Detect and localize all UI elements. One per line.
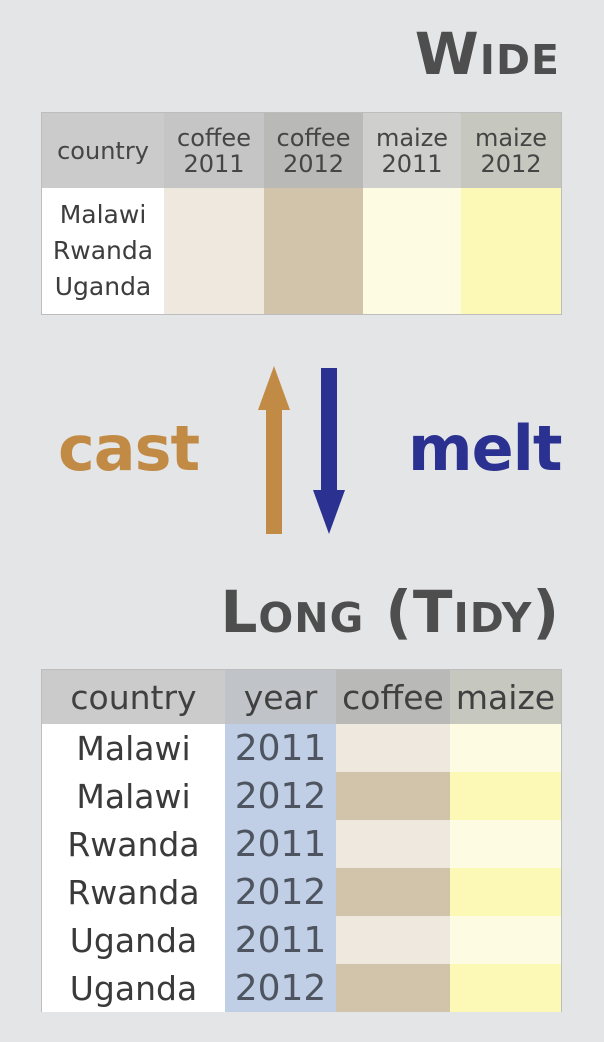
melt-arrow-down-icon	[313, 368, 345, 534]
wide-header-country: country	[42, 113, 164, 188]
cast-label: cast	[58, 412, 200, 485]
cast-arrow-up-icon	[258, 366, 290, 534]
long-row-3-country: Rwanda	[42, 820, 225, 868]
long-row-2-year: 2012	[225, 772, 336, 820]
long-row-1-country: Malawi	[42, 724, 225, 772]
long-row-3-year: 2011	[225, 820, 336, 868]
wide-header-coffee-2011: coffee 2011	[164, 113, 264, 188]
long-row-4-maize	[450, 868, 561, 916]
wide-country-list: Malawi Rwanda Uganda	[42, 188, 164, 314]
long-table: country year coffee maize Malawi 2011 Ma…	[41, 669, 562, 1012]
long-row-5-country: Uganda	[42, 916, 225, 964]
wide-cell-coffee-2011	[164, 188, 264, 314]
wide-table: country coffee 2011 coffee 2012 maize 2011 …	[41, 112, 562, 315]
long-header-year: year	[225, 670, 336, 724]
long-row-4-country: Rwanda	[42, 868, 225, 916]
melt-label: melt	[408, 412, 563, 485]
wide-header-maize-2012-label: maize 2012	[474, 123, 548, 178]
long-header-maize: maize	[450, 670, 561, 724]
long-row-3-coffee	[336, 820, 450, 868]
wide-country-malawi: Malawi	[59, 200, 147, 229]
long-row-4-year: 2012	[225, 868, 336, 916]
long-row-3-maize	[450, 820, 561, 868]
long-row-5-maize	[450, 916, 561, 964]
long-row-6-coffee	[336, 964, 450, 1012]
long-row-2-maize	[450, 772, 561, 820]
long-row-2-country: Malawi	[42, 772, 225, 820]
cast-melt-arrows	[258, 366, 345, 534]
long-row-6-country: Uganda	[42, 964, 225, 1012]
long-header-country: country	[42, 670, 225, 724]
long-row-5-year: 2011	[225, 916, 336, 964]
long-row-6-year: 2012	[225, 964, 336, 1012]
wide-country-rwanda: Rwanda	[52, 236, 154, 265]
wide-title: Wide	[414, 20, 560, 88]
long-title: Long (Tidy)	[220, 578, 560, 646]
long-row-4-coffee	[336, 868, 450, 916]
long-row-1-coffee	[336, 724, 450, 772]
wide-header-coffee-2011-label: coffee 2011	[177, 123, 251, 178]
wide-header-maize-2011: maize 2011	[363, 113, 461, 188]
wide-cell-maize-2012	[461, 188, 561, 314]
wide-header-maize-2011-label: maize 2011	[375, 123, 449, 178]
wide-header-maize-2012: maize 2012	[461, 113, 561, 188]
wide-cell-maize-2011	[363, 188, 461, 314]
long-row-6-maize	[450, 964, 561, 1012]
long-header-coffee: coffee	[336, 670, 450, 724]
wide-country-uganda: Uganda	[54, 272, 152, 301]
long-row-2-coffee	[336, 772, 450, 820]
wide-header-coffee-2012-label: coffee 2012	[276, 123, 351, 178]
long-row-1-maize	[450, 724, 561, 772]
wide-header-coffee-2012: coffee 2012	[264, 113, 363, 188]
long-row-5-coffee	[336, 916, 450, 964]
wide-cell-coffee-2012	[264, 188, 363, 314]
long-row-1-year: 2011	[225, 724, 336, 772]
